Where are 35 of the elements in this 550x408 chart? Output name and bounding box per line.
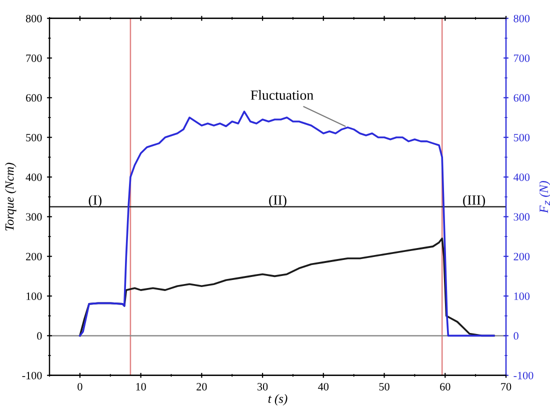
line-series bbox=[79, 110, 495, 337]
y2-tick-label: 0 bbox=[514, 332, 518, 340]
x-tick-label: 30 bbox=[258, 382, 268, 390]
annotation: (III) bbox=[463, 194, 485, 208]
y-tick-label: 0 bbox=[37, 332, 42, 340]
y2-tick-label: 600 bbox=[514, 94, 530, 102]
y2-tick-label: 700 bbox=[514, 54, 530, 62]
y-tick-label: 600 bbox=[26, 94, 42, 102]
x-tick-label: 60 bbox=[440, 382, 450, 390]
x-axis-title: t (s) bbox=[268, 394, 288, 406]
x-tick-label: 40 bbox=[318, 382, 329, 390]
y-tick-label: 100 bbox=[26, 292, 42, 300]
y-axis-title: Torque (Ncm) bbox=[4, 162, 16, 230]
annotation: (I) bbox=[88, 194, 102, 208]
x-tick-label: 20 bbox=[196, 382, 207, 390]
y-tick-label: 500 bbox=[26, 134, 42, 142]
y-tick-label: 300 bbox=[26, 213, 42, 221]
y-tick-label: 700 bbox=[26, 54, 42, 62]
y2-tick-label: 100 bbox=[514, 292, 530, 300]
y-tick-label: -100 bbox=[22, 372, 42, 380]
x-tick-label: 70 bbox=[501, 382, 512, 390]
y-tick-label: 400 bbox=[26, 173, 42, 181]
y2-tick-label: 300 bbox=[514, 213, 530, 221]
annotation: Fluctuation bbox=[250, 90, 314, 100]
y2-tick-label: 500 bbox=[514, 134, 530, 142]
annotation: (II) bbox=[269, 194, 286, 208]
y2-tick-label: 400 bbox=[514, 173, 530, 181]
y-tick-label: 200 bbox=[26, 252, 42, 260]
y2-tick-label: 200 bbox=[514, 252, 530, 260]
x-tick-label: 50 bbox=[379, 382, 390, 390]
x-tick-label: 0 bbox=[78, 382, 82, 390]
x-tick-label: 10 bbox=[136, 382, 146, 390]
y2-tick-label: 800 bbox=[514, 14, 530, 22]
y-tick-label: 800 bbox=[26, 14, 42, 22]
y2-tick-label: -100 bbox=[514, 372, 534, 380]
